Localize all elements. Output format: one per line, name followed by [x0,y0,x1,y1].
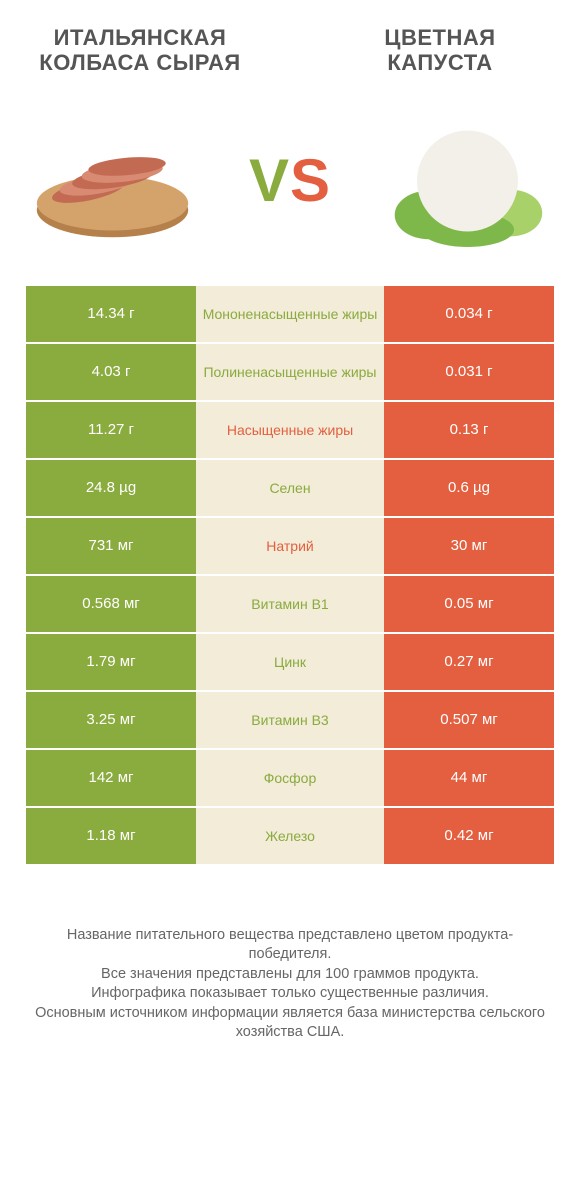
nutrient-label-cell: Селен [196,460,384,516]
table-row: 4.03 гПолиненасыщенные жиры0.031 г [26,344,554,400]
table-row: 1.18 мгЖелезо0.42 мг [26,808,554,864]
images-row: VS [0,86,580,286]
right-value-cell: 44 мг [384,750,554,806]
right-value-cell: 30 мг [384,518,554,574]
left-product-image [30,106,195,256]
comparison-table: 14.34 гМононенасыщенные жиры0.034 г4.03 … [0,286,580,866]
nutrient-label-cell: Натрий [196,518,384,574]
nutrient-label-cell: Насыщенные жиры [196,402,384,458]
nutrient-label-cell: Витамин B3 [196,692,384,748]
left-value-cell: 14.34 г [26,286,196,342]
cauliflower-icon [385,106,550,256]
table-row: 14.34 гМононенасыщенные жиры0.034 г [26,286,554,342]
left-value-cell: 11.27 г [26,402,196,458]
sausage-on-board-icon [30,106,195,256]
left-value-cell: 1.18 мг [26,808,196,864]
vs-label: VS [249,146,331,215]
table-row: 1.79 мгЦинк0.27 мг [26,634,554,690]
table-row: 0.568 мгВитамин B10.05 мг [26,576,554,632]
table-row: 142 мгФосфор44 мг [26,750,554,806]
right-value-cell: 0.507 мг [384,692,554,748]
right-value-cell: 0.034 г [384,286,554,342]
table-row: 3.25 мгВитамин B30.507 мг [26,692,554,748]
note-line: Название питательного вещества представл… [30,926,550,965]
nutrient-label-cell: Фосфор [196,750,384,806]
left-value-cell: 1.79 мг [26,634,196,690]
right-product-image [385,106,550,256]
note-line: Все значения представлены для 100 граммо… [30,965,550,985]
left-product-title: ИТАЛЬЯНСКАЯ КОЛБАСА СЫРАЯ [30,25,250,76]
right-value-cell: 0.6 µg [384,460,554,516]
left-value-cell: 24.8 µg [26,460,196,516]
vs-letter-v: V [249,147,290,214]
nutrient-label-cell: Цинк [196,634,384,690]
left-value-cell: 731 мг [26,518,196,574]
nutrient-label-cell: Мононенасыщенные жиры [196,286,384,342]
nutrient-label-cell: Полиненасыщенные жиры [196,344,384,400]
nutrient-label-cell: Витамин B1 [196,576,384,632]
nutrient-label-cell: Железо [196,808,384,864]
right-product-title: ЦВЕТНАЯ КАПУСТА [330,25,550,76]
vs-letter-s: S [290,147,331,214]
table-row: 731 мгНатрий30 мг [26,518,554,574]
right-value-cell: 0.13 г [384,402,554,458]
table-row: 24.8 µgСелен0.6 µg [26,460,554,516]
note-line: Инфографика показывает только существенн… [30,984,550,1004]
left-value-cell: 3.25 мг [26,692,196,748]
right-value-cell: 0.42 мг [384,808,554,864]
right-value-cell: 0.05 мг [384,576,554,632]
left-value-cell: 4.03 г [26,344,196,400]
right-value-cell: 0.031 г [384,344,554,400]
left-value-cell: 0.568 мг [26,576,196,632]
footer-notes: Название питательного вещества представл… [0,866,580,1043]
right-value-cell: 0.27 мг [384,634,554,690]
note-line: Основным источником информации является … [30,1004,550,1043]
table-row: 11.27 гНасыщенные жиры0.13 г [26,402,554,458]
left-value-cell: 142 мг [26,750,196,806]
header: ИТАЛЬЯНСКАЯ КОЛБАСА СЫРАЯ ЦВЕТНАЯ КАПУСТ… [0,0,580,86]
